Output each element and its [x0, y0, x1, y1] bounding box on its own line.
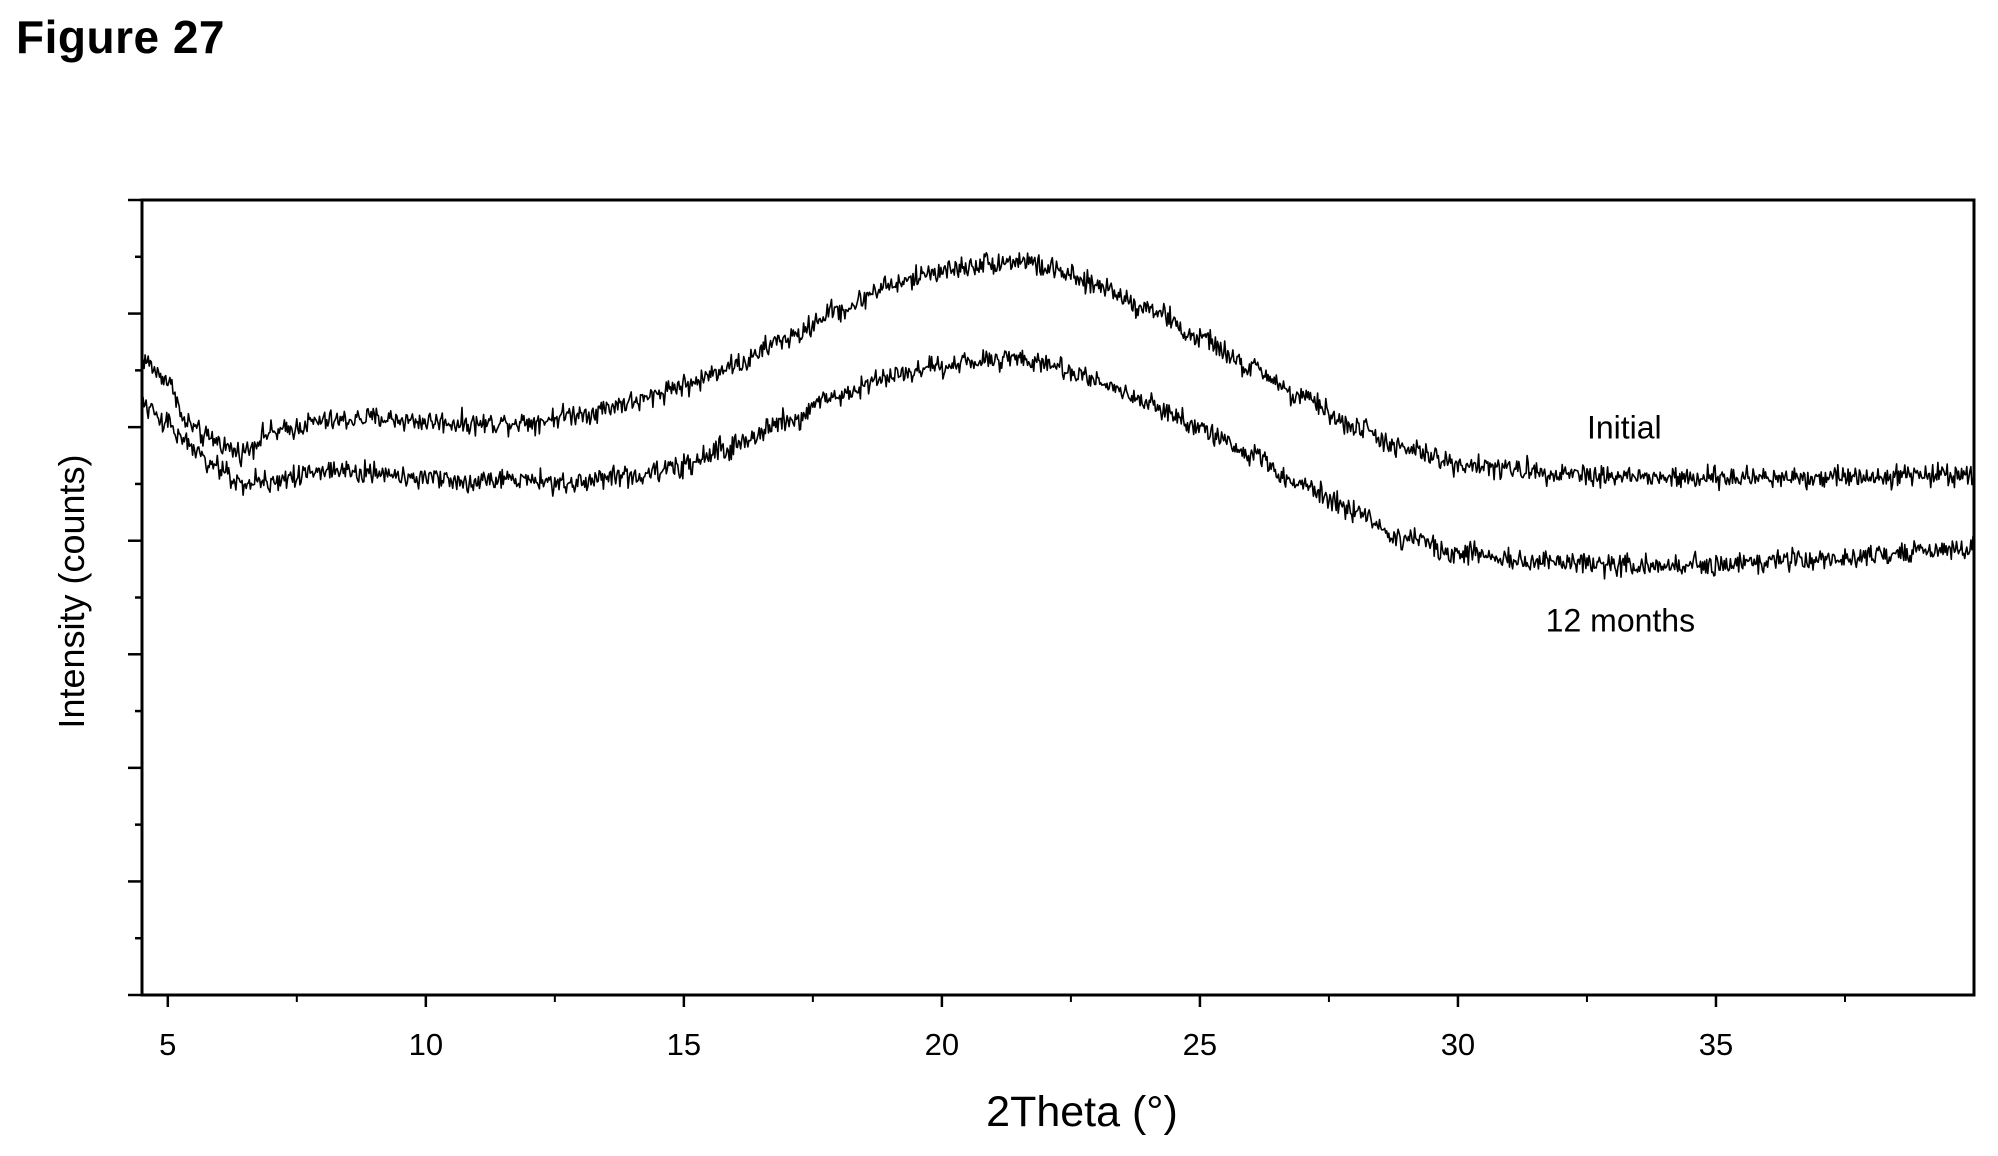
y-axis-ticks	[128, 198, 142, 997]
x-tick-label: 30	[1441, 1027, 1475, 1062]
x-tick-label: 15	[667, 1027, 701, 1062]
series-layer	[141, 252, 1975, 580]
series-line-12-months	[141, 349, 1975, 580]
series-label: Initial	[1587, 410, 1662, 446]
x-tick-label: 25	[1183, 1027, 1217, 1062]
plot-frame	[140, 198, 1976, 997]
x-axis-title: 2Theta (°)	[986, 1088, 1178, 1136]
x-tick-label: 10	[409, 1027, 443, 1062]
y-axis-title: Intensity (counts)	[51, 454, 92, 728]
series-line-initial	[141, 252, 1975, 492]
label-layer: Initial 12 months 2Theta (°) Intensity (cou…	[51, 410, 1695, 1137]
figure-label: Figure 27	[16, 11, 226, 63]
x-tick-label: 5	[159, 1027, 176, 1062]
x-axis-ticks: 5 10 15 20 25 30 35	[159, 995, 1846, 1062]
x-tick-label: 20	[925, 1027, 959, 1062]
series-label: 12 months	[1546, 603, 1695, 639]
x-tick-label: 35	[1699, 1027, 1733, 1062]
